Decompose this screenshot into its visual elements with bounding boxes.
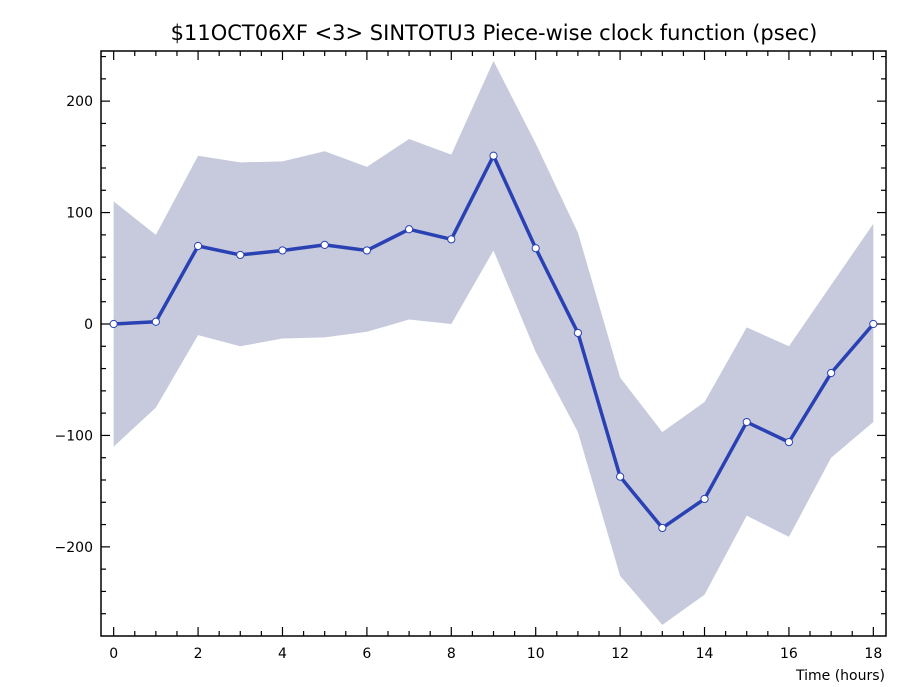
data-point [320, 240, 329, 249]
data-point [573, 328, 583, 338]
x-tick-label: 18 [864, 646, 882, 662]
data-point-layer [109, 151, 878, 533]
x-tick-label: 10 [527, 646, 545, 662]
x-axis-label: Time (hours) [795, 668, 885, 684]
data-point [742, 417, 751, 427]
data-point [784, 438, 794, 447]
data-point [489, 151, 498, 160]
data-point [531, 244, 540, 253]
axis-ticks [101, 51, 886, 636]
y-tick-labels: −200 −100 0 100 200 [55, 94, 93, 556]
data-point [109, 319, 118, 329]
x-tick-labels: 0 2 4 6 8 10 12 14 16 18 [109, 646, 882, 662]
x-tick-label: 6 [362, 646, 371, 662]
y-tick-label: 0 [84, 317, 93, 333]
uncertainty-band [113, 61, 874, 625]
data-point [236, 250, 245, 260]
data-point [827, 368, 836, 378]
data-point [700, 494, 709, 504]
chart-title: $11OCT06XF <3> SINTOTU3 Piece-wise clock… [171, 21, 818, 45]
x-tick-label: 14 [696, 646, 714, 662]
x-tick-label: 8 [447, 646, 456, 662]
x-tick-label: 0 [109, 646, 118, 662]
data-point [869, 319, 878, 329]
x-tick-label: 4 [278, 646, 287, 662]
data-point [362, 246, 371, 255]
data-point [151, 317, 160, 326]
y-tick-label: 200 [66, 94, 93, 110]
uncertainty-band-layer [113, 61, 874, 625]
data-point [616, 472, 625, 481]
y-tick-label: −100 [55, 428, 93, 444]
x-tick-label: 2 [194, 646, 203, 662]
data-point [278, 246, 287, 255]
x-tick-label: 16 [780, 646, 798, 662]
data-point [447, 235, 456, 244]
x-tick-label: 12 [611, 646, 629, 662]
data-point [404, 225, 414, 234]
data-point [658, 523, 667, 533]
y-tick-label: −200 [55, 540, 93, 556]
y-tick-label: 100 [66, 206, 93, 222]
data-point [193, 241, 203, 251]
